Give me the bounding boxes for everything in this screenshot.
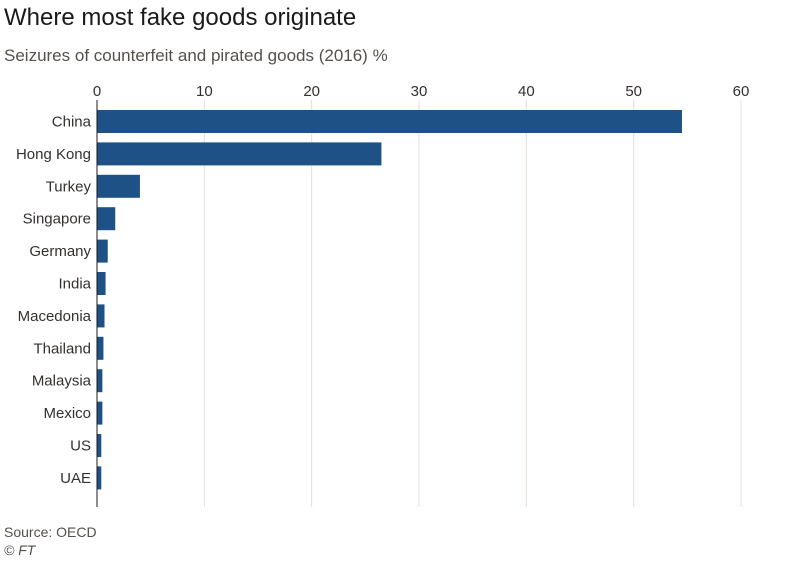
bar	[97, 142, 382, 166]
bar	[97, 239, 108, 263]
x-tick-labels: 0 10 20 30 40 50 60	[93, 83, 750, 100]
bar	[97, 304, 105, 328]
category-label: Hong Kong	[16, 146, 91, 163]
chart-subtitle: Seizures of counterfeit and pirated good…	[4, 46, 388, 65]
bar	[97, 401, 103, 425]
category-labels: China Hong Kong Turkey Singapore Germany Indi…	[16, 114, 92, 487]
bar	[97, 272, 106, 295]
x-tick-label: 10	[196, 83, 213, 100]
bar	[97, 369, 103, 393]
bar	[97, 110, 682, 133]
category-label: Thailand	[33, 340, 91, 357]
source-note: Source: OECD	[4, 524, 97, 540]
category-label: China	[52, 114, 92, 131]
bar	[97, 466, 102, 490]
x-tick-label: 20	[303, 83, 320, 100]
grid-lines	[203, 100, 742, 507]
bar	[97, 336, 104, 360]
x-tick-label: 0	[93, 83, 101, 100]
category-label: Malaysia	[32, 373, 92, 390]
x-tick-label: 30	[411, 83, 428, 100]
category-label: UAE	[60, 470, 91, 487]
chart-title: Where most fake goods originate	[4, 4, 357, 31]
x-tick-label: 60	[733, 83, 750, 100]
bar	[97, 174, 140, 198]
category-label: Turkey	[46, 178, 92, 195]
x-tick-label: 40	[518, 83, 535, 100]
category-label: India	[58, 276, 91, 293]
category-label: Singapore	[23, 211, 91, 228]
category-label: Macedonia	[18, 308, 92, 325]
bars	[97, 110, 682, 490]
copyright-note: © FT	[4, 542, 36, 558]
category-label: Germany	[29, 243, 91, 260]
category-label: US	[70, 438, 91, 455]
bar	[97, 434, 102, 457]
x-tick-label: 50	[625, 83, 642, 100]
bar	[97, 207, 116, 231]
category-label: Mexico	[43, 405, 91, 422]
